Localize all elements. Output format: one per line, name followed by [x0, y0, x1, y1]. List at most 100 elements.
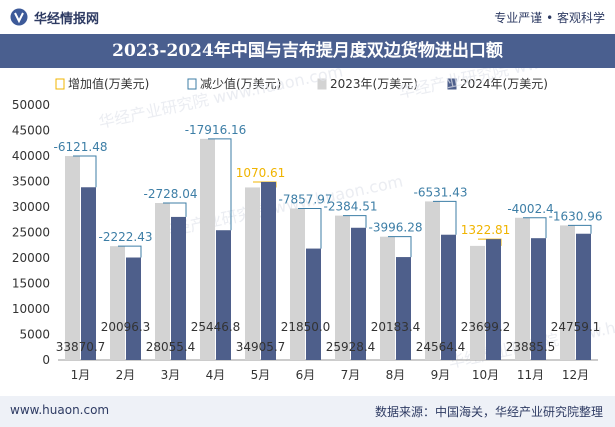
y-tick-label-0: 0 [42, 353, 50, 367]
bar-2024-5 [306, 248, 321, 360]
legend-swatch-3 [447, 78, 457, 90]
y-tick-label-6: 30000 [12, 200, 50, 214]
huajing-logo-icon [10, 8, 28, 26]
footer: www.huaon.com 数据来源：中国海关，华经产业研究院整理 [0, 396, 615, 427]
y-tick-label-9: 45000 [12, 124, 50, 138]
value-label-2024-4: 34905.7 [236, 340, 286, 354]
change-label-5: -7857.97 [279, 192, 333, 206]
website-link[interactable]: www.huaon.com [10, 403, 110, 417]
y-tick-label-2: 10000 [12, 302, 50, 316]
change-label-2: -2728.04 [144, 187, 198, 201]
change-bracket-7 [388, 236, 412, 258]
value-label-2024-3: 25446.8 [191, 320, 241, 334]
data-source: 数据来源：中国海关，华经产业研究院整理 [374, 405, 603, 419]
value-label-2024-8: 24564.4 [416, 340, 466, 354]
legend-label-2: 2023年(万美元) [330, 77, 418, 91]
y-tick-label-1: 5000 [19, 328, 50, 342]
change-bracket-11 [568, 224, 592, 234]
change-bracket-5 [298, 207, 322, 249]
change-label-6: -2384.51 [324, 200, 378, 214]
value-label-2024-7: 20183.4 [371, 320, 421, 334]
change-label-8: -6531.43 [414, 185, 468, 199]
value-label-2024-11: 24759.1 [551, 320, 601, 334]
value-label-2024-1: 20096.3 [101, 320, 151, 334]
change-label-7: -3996.28 [369, 221, 423, 235]
bar-2023-10 [515, 217, 530, 360]
bar-2024-6 [351, 227, 366, 360]
bar-2024-11 [576, 233, 591, 360]
change-bracket-1 [118, 245, 142, 258]
change-label-9: 1322.81 [461, 223, 511, 237]
x-tick-label-5: 6月 [296, 368, 316, 382]
bar-2023-6 [335, 215, 350, 360]
value-label-2024-6: 25928.4 [326, 340, 376, 354]
value-label-2024-5: 21850.0 [281, 320, 331, 334]
x-tick-label-1: 2月 [116, 368, 136, 382]
y-tick-label-4: 20000 [12, 251, 50, 265]
bar-2024-8 [441, 234, 456, 360]
change-bracket-8 [433, 200, 457, 235]
bar-2023-2 [155, 203, 170, 360]
value-label-2024-9: 23699.2 [461, 320, 511, 334]
change-label-1: -2222.43 [99, 230, 153, 244]
change-bracket-6 [343, 215, 367, 228]
bar-2023-7 [380, 236, 395, 360]
change-label-4: 1070.61 [236, 166, 286, 180]
bars [65, 138, 592, 360]
bar-2024-9 [486, 239, 501, 360]
legend-swatch-0 [55, 78, 65, 90]
y-tick-label-10: 50000 [12, 98, 50, 112]
bar-2024-1 [126, 257, 141, 360]
slogan: 专业严谨 • 客观科学 [494, 11, 605, 25]
bar-2024-2 [171, 216, 186, 360]
change-label-3: -17916.16 [185, 123, 247, 137]
bar-2023-11 [560, 225, 575, 360]
y-axis: 0 5000 10000 15000 20000 25000 30000 35000 40000… [12, 98, 598, 367]
chart-title: 2023-2024年中国与吉布提月度双边货物进出口额 [112, 41, 503, 61]
x-tick-label-9: 10月 [472, 368, 499, 382]
bar-2024-4 [261, 181, 276, 360]
change-label-11: -1630.96 [549, 209, 603, 223]
logo-text: 华经情报网 [34, 12, 100, 27]
x-tick-label-11: 12月 [562, 368, 589, 382]
legend-swatch-1 [187, 78, 197, 90]
legend-label-1: 减少值(万美元) [200, 76, 281, 91]
bar-2023-0 [65, 156, 80, 360]
bar-2023-8 [425, 201, 440, 360]
x-tick-label-2: 3月 [161, 368, 181, 382]
x-tick-label-3: 4月 [206, 368, 226, 382]
x-tick-label-10: 11月 [517, 368, 544, 382]
bar-2023-3 [200, 138, 215, 360]
bar-2023-1 [110, 246, 125, 360]
x-tick-label-4: 5月 [251, 368, 271, 382]
bar-2024-7 [396, 257, 411, 360]
y-tick-label-5: 25000 [12, 226, 50, 240]
top-bar: 华经情报网 专业严谨 • 客观科学 [0, 0, 615, 34]
x-tick-label-6: 7月 [341, 368, 361, 382]
bar-2024-3 [216, 230, 231, 360]
y-tick-label-7: 35000 [12, 175, 50, 189]
change-bracket-3 [208, 138, 232, 231]
title-bar: 2023-2024年中国与吉布提月度双边货物进出口额 [0, 34, 615, 68]
x-tick-label-7: 8月 [386, 368, 406, 382]
bar-2024-10 [531, 238, 546, 360]
change-label-10: -4002.4 [507, 202, 553, 216]
bar-2024-0 [81, 187, 96, 360]
change-bracket-10 [523, 217, 547, 239]
chart-legend: 增加值(万美元) 减少值(万美元) 2023年(万美元) 2024年(万美元) [55, 76, 548, 91]
bar-2023-4 [245, 187, 260, 360]
x-tick-label-0: 1月 [71, 368, 91, 382]
bar-chart: 增加值(万美元) 减少值(万美元) 2023年(万美元) 2024年(万美元) 华经产… [12, 68, 615, 382]
bar-2023-9 [470, 245, 485, 360]
change-bracket-2 [163, 202, 187, 217]
bar-2023-5 [290, 208, 305, 360]
value-label-2024-10: 23885.5 [506, 340, 556, 354]
change-bracket-0 [73, 155, 97, 188]
y-tick-label-3: 15000 [12, 277, 50, 291]
y-tick-label-8: 40000 [12, 149, 50, 163]
legend-label-0: 增加值(万美元) [68, 76, 149, 91]
value-label-2024-2: 28055.4 [146, 340, 196, 354]
data-labels: -6121.48 33870.7 1月 -2222.43 20096.3 2月 -2728.… [54, 123, 603, 382]
value-label-2024-0: 33870.7 [56, 340, 106, 354]
legend-label-3: 2024年(万美元) [460, 77, 548, 91]
